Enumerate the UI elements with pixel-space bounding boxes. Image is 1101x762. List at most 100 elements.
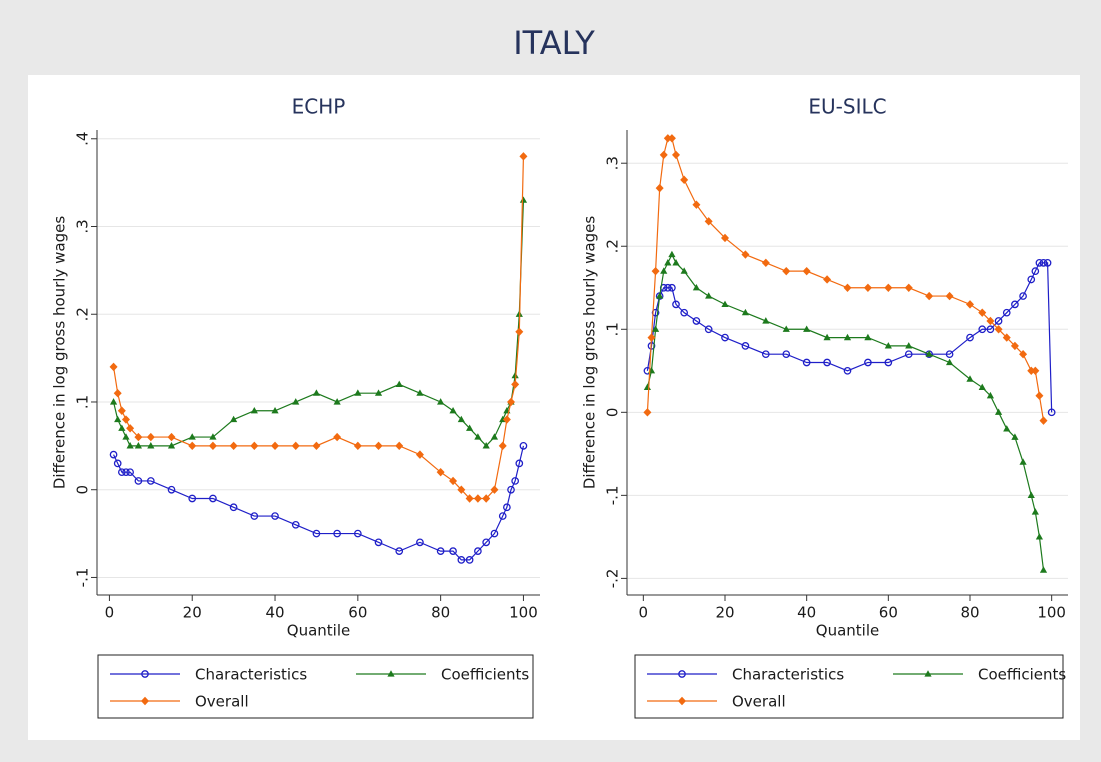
point xyxy=(113,459,122,468)
point xyxy=(994,408,1003,415)
point xyxy=(208,441,217,451)
point xyxy=(925,350,933,357)
point xyxy=(1010,341,1019,351)
point xyxy=(519,441,528,450)
point xyxy=(465,556,474,564)
x-axis-label: Quantile xyxy=(816,622,879,640)
point xyxy=(945,350,954,359)
legend-marker xyxy=(141,696,149,706)
point xyxy=(519,152,528,161)
point xyxy=(457,415,465,423)
point xyxy=(904,350,913,359)
point xyxy=(1031,267,1040,276)
x-tick-label: 0 xyxy=(639,604,649,622)
point xyxy=(647,333,656,342)
point xyxy=(147,442,155,449)
legend-label: Characteristics xyxy=(195,666,307,684)
point xyxy=(1031,366,1040,376)
point xyxy=(507,485,515,494)
point xyxy=(672,300,680,309)
point xyxy=(978,308,987,317)
point xyxy=(466,424,474,431)
x-tick-label: 100 xyxy=(509,604,538,622)
point xyxy=(498,512,507,520)
point xyxy=(1035,533,1044,540)
point xyxy=(457,556,466,564)
y-tick-label: -.2 xyxy=(604,569,622,589)
point xyxy=(884,358,893,367)
point xyxy=(1003,425,1011,432)
point xyxy=(250,441,259,451)
point xyxy=(498,441,507,451)
legend-box xyxy=(634,654,1064,719)
point xyxy=(843,366,852,375)
x-tick-label: 20 xyxy=(183,604,202,622)
point xyxy=(271,406,279,414)
point xyxy=(986,391,995,399)
point xyxy=(515,459,524,468)
point xyxy=(415,450,424,459)
point xyxy=(271,512,279,520)
point xyxy=(1027,491,1035,498)
y-tick-label: .2 xyxy=(604,239,622,253)
point xyxy=(660,267,668,274)
point xyxy=(802,266,811,276)
point xyxy=(114,415,122,423)
point xyxy=(1019,458,1027,465)
point xyxy=(395,547,404,555)
series-line xyxy=(646,253,1045,571)
point xyxy=(167,442,176,449)
point xyxy=(126,424,135,433)
point xyxy=(1035,259,1044,267)
point xyxy=(474,547,482,555)
point xyxy=(250,512,259,520)
point xyxy=(864,333,872,341)
point xyxy=(291,441,300,451)
x-tick-label: 60 xyxy=(879,604,898,622)
point xyxy=(762,317,770,324)
point xyxy=(680,308,689,317)
point xyxy=(721,333,729,342)
point xyxy=(449,406,457,414)
point xyxy=(680,267,688,274)
legend-label: Characteristics xyxy=(732,666,844,684)
point xyxy=(667,134,676,143)
x-tick-label: 80 xyxy=(431,604,450,622)
point xyxy=(1027,366,1036,376)
point xyxy=(1035,391,1044,400)
point xyxy=(146,477,155,485)
point xyxy=(449,476,458,486)
point xyxy=(978,325,987,334)
point xyxy=(761,350,770,359)
point xyxy=(395,441,404,451)
point xyxy=(436,547,445,555)
point xyxy=(1047,408,1056,417)
point xyxy=(482,494,491,503)
point xyxy=(659,150,668,160)
point xyxy=(823,358,831,367)
point xyxy=(113,389,122,398)
point xyxy=(692,317,701,325)
point xyxy=(229,441,238,451)
point xyxy=(167,432,176,442)
point xyxy=(994,317,1003,325)
point xyxy=(655,183,664,193)
point xyxy=(905,342,913,349)
point xyxy=(1039,566,1048,573)
point xyxy=(229,503,238,512)
point xyxy=(1031,508,1039,515)
point xyxy=(374,538,383,547)
point xyxy=(1011,300,1019,309)
y-tick-label: .2 xyxy=(74,307,92,321)
point xyxy=(721,300,729,307)
legend-marker xyxy=(678,696,686,706)
point xyxy=(117,468,126,477)
point xyxy=(680,175,689,185)
point xyxy=(904,283,913,292)
point xyxy=(741,342,750,350)
point xyxy=(122,433,130,440)
point xyxy=(457,485,466,494)
point xyxy=(126,468,134,477)
y-tick-label: .1 xyxy=(74,395,92,409)
